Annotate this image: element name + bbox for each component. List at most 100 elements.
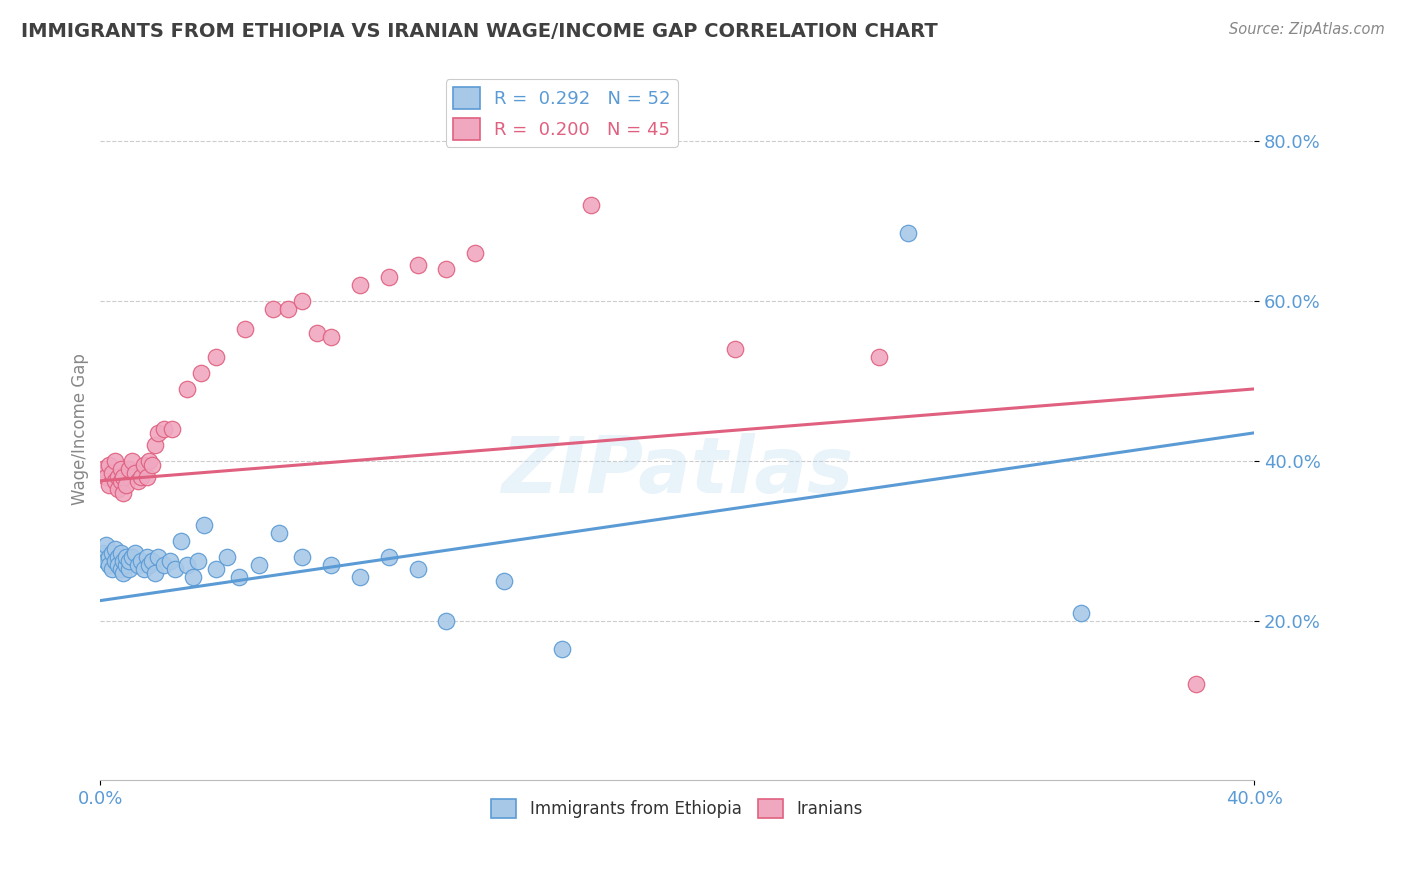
Point — [91, 462, 114, 476]
Point — [132, 458, 155, 472]
Point — [1070, 606, 1092, 620]
Point — [579, 198, 602, 212]
Point — [291, 294, 314, 309]
Point — [897, 226, 920, 240]
Point — [170, 533, 193, 548]
Point — [436, 614, 458, 628]
Point — [129, 470, 152, 484]
Point — [101, 561, 124, 575]
Point — [135, 549, 157, 564]
Point — [143, 438, 166, 452]
Point — [110, 474, 132, 488]
Point — [141, 458, 163, 472]
Point — [138, 454, 160, 468]
Point — [115, 477, 138, 491]
Point — [153, 558, 176, 572]
Point — [406, 561, 429, 575]
Point — [464, 246, 486, 260]
Point — [110, 462, 132, 476]
Point — [190, 366, 212, 380]
Point — [121, 549, 143, 564]
Point — [291, 549, 314, 564]
Point — [141, 554, 163, 568]
Point — [406, 258, 429, 272]
Point — [112, 470, 135, 484]
Point — [1185, 677, 1208, 691]
Point — [319, 330, 342, 344]
Point — [124, 546, 146, 560]
Point — [98, 558, 121, 572]
Point — [193, 517, 215, 532]
Point — [217, 549, 239, 564]
Point — [378, 549, 401, 564]
Point — [112, 554, 135, 568]
Text: IMMIGRANTS FROM ETHIOPIA VS IRANIAN WAGE/INCOME GAP CORRELATION CHART: IMMIGRANTS FROM ETHIOPIA VS IRANIAN WAGE… — [21, 22, 938, 41]
Point — [124, 466, 146, 480]
Point — [94, 554, 117, 568]
Point — [146, 425, 169, 440]
Point — [115, 558, 138, 572]
Point — [378, 270, 401, 285]
Point — [115, 549, 138, 564]
Point — [262, 301, 284, 316]
Legend: Immigrants from Ethiopia, Iranians: Immigrants from Ethiopia, Iranians — [485, 792, 870, 825]
Point — [247, 558, 270, 572]
Point — [228, 569, 250, 583]
Point — [165, 561, 187, 575]
Point — [127, 558, 149, 572]
Point — [107, 470, 129, 484]
Point — [138, 558, 160, 572]
Point — [204, 561, 226, 575]
Point — [112, 566, 135, 580]
Point — [159, 554, 181, 568]
Point — [269, 525, 291, 540]
Point — [319, 558, 342, 572]
Point — [436, 262, 458, 277]
Point — [110, 546, 132, 560]
Y-axis label: Wage/Income Gap: Wage/Income Gap — [72, 353, 89, 505]
Point — [98, 458, 121, 472]
Point — [118, 462, 141, 476]
Point — [127, 474, 149, 488]
Point — [305, 326, 328, 340]
Point — [91, 546, 114, 560]
Point — [153, 422, 176, 436]
Point — [494, 574, 516, 588]
Point — [551, 641, 574, 656]
Point — [107, 549, 129, 564]
Point — [176, 558, 198, 572]
Point — [118, 554, 141, 568]
Point — [132, 561, 155, 575]
Point — [277, 301, 299, 316]
Point — [868, 350, 890, 364]
Point — [101, 466, 124, 480]
Point — [724, 342, 747, 356]
Point — [112, 485, 135, 500]
Point — [94, 538, 117, 552]
Point — [104, 454, 127, 468]
Point — [233, 322, 256, 336]
Point — [181, 569, 204, 583]
Point — [143, 566, 166, 580]
Point — [101, 546, 124, 560]
Point — [146, 549, 169, 564]
Point — [204, 350, 226, 364]
Point — [118, 561, 141, 575]
Point — [110, 561, 132, 575]
Point — [162, 422, 184, 436]
Point — [121, 454, 143, 468]
Text: Source: ZipAtlas.com: Source: ZipAtlas.com — [1229, 22, 1385, 37]
Point — [104, 541, 127, 556]
Point — [349, 278, 371, 293]
Point — [107, 558, 129, 572]
Point — [135, 470, 157, 484]
Point — [104, 554, 127, 568]
Text: ZIPatlas: ZIPatlas — [501, 433, 853, 509]
Point — [98, 549, 121, 564]
Point — [129, 554, 152, 568]
Point — [94, 470, 117, 484]
Point — [187, 554, 209, 568]
Point — [349, 569, 371, 583]
Point — [104, 474, 127, 488]
Point — [176, 382, 198, 396]
